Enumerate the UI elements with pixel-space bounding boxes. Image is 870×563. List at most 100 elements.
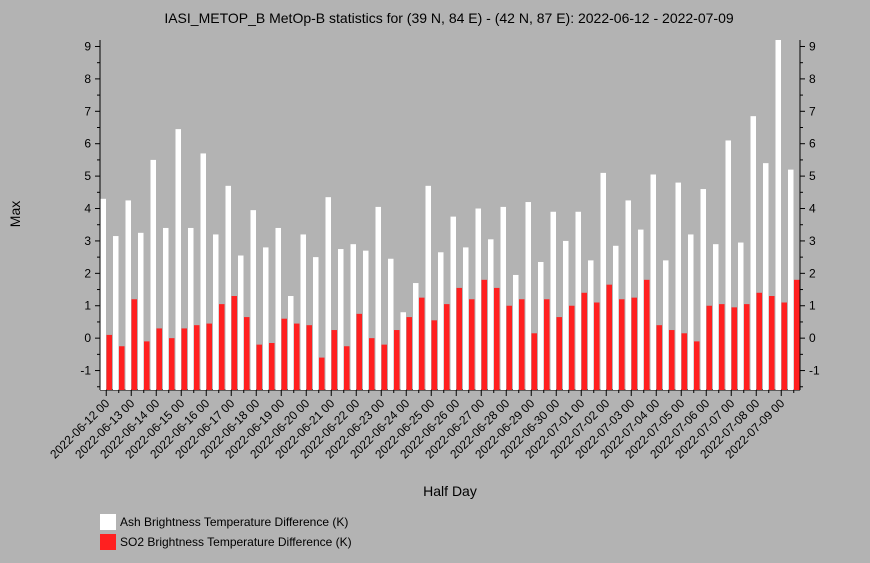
bar-so2 <box>756 292 762 390</box>
bar-so2 <box>519 299 525 390</box>
y-tick-label-left: 4 <box>84 202 91 216</box>
bar-ash <box>313 257 319 390</box>
y-tick-label-right: 1 <box>809 299 816 313</box>
bar-so2 <box>594 302 600 390</box>
y-tick-label-right: 3 <box>809 234 816 248</box>
y-tick-label-left: -1 <box>80 364 91 378</box>
bar-so2 <box>544 299 550 390</box>
legend-swatch-ash <box>100 514 116 530</box>
bar-so2 <box>619 299 625 390</box>
bar-ash <box>300 234 306 390</box>
bar-so2 <box>531 333 537 390</box>
bar-ash <box>175 129 181 391</box>
bar-ash <box>163 227 169 390</box>
y-tick-label-left: 5 <box>84 169 91 183</box>
bar-ash <box>150 159 156 390</box>
y-tick-label-right: 2 <box>809 266 816 280</box>
y-tick-label-left: 3 <box>84 234 91 248</box>
bar-ash <box>400 312 406 390</box>
bar-ash <box>675 182 681 390</box>
y-tick-label-right: 8 <box>809 72 816 86</box>
bar-so2 <box>456 287 462 390</box>
legend-swatch-so2 <box>100 534 116 550</box>
bar-ash <box>250 210 256 390</box>
bar-so2 <box>131 299 137 390</box>
bar-ash <box>575 211 581 390</box>
legend-item-ash: Ash Brightness Temperature Difference (K… <box>100 512 352 532</box>
bar-ash <box>388 258 394 390</box>
y-tick-label-right: -1 <box>809 364 820 378</box>
bar-so2 <box>319 357 325 390</box>
bar-ash <box>325 197 331 390</box>
bar-ash <box>275 227 281 390</box>
bar-ash <box>350 244 356 390</box>
bar-ash <box>450 216 456 390</box>
bar-ash <box>188 227 194 390</box>
bar-so2 <box>656 325 662 390</box>
bar-ash <box>550 211 556 390</box>
y-tick-label-right: 0 <box>809 331 816 345</box>
y-tick-label-left: 6 <box>84 137 91 151</box>
bar-so2 <box>431 320 437 390</box>
y-tick-label-left: 8 <box>84 72 91 86</box>
bar-so2 <box>794 279 800 390</box>
bar-so2 <box>369 338 375 390</box>
legend-item-so2: SO2 Brightness Temperature Difference (K… <box>100 532 352 552</box>
bar-so2 <box>119 346 125 390</box>
bar-ash <box>625 200 631 390</box>
bar-so2 <box>644 279 650 390</box>
bar-so2 <box>381 344 387 390</box>
bar-so2 <box>194 325 200 390</box>
bar-ash <box>713 244 719 390</box>
y-tick-label-left: 0 <box>84 331 91 345</box>
bar-ash <box>288 296 294 390</box>
y-tick-label-left: 9 <box>84 39 91 53</box>
chart-title: IASI_METOP_B MetOp-B statistics for (39 … <box>164 10 734 26</box>
bar-so2 <box>394 330 400 390</box>
bar-so2 <box>731 307 737 390</box>
bar-ash <box>138 232 144 390</box>
bar-so2 <box>556 317 562 390</box>
bar-ash <box>538 261 544 390</box>
bar-so2 <box>719 304 725 390</box>
bar-ash <box>775 40 781 390</box>
bar-so2 <box>506 305 512 390</box>
legend-label-so2: SO2 Brightness Temperature Difference (K… <box>120 535 352 549</box>
bar-so2 <box>419 297 425 390</box>
bar-ash <box>425 185 431 390</box>
y-tick-label-right: 5 <box>809 169 816 183</box>
bar-so2 <box>206 323 212 390</box>
bar-ash <box>700 189 706 390</box>
bar-ash <box>738 242 744 390</box>
bar-so2 <box>344 346 350 390</box>
y-tick-label-left: 1 <box>84 299 91 313</box>
bar-ash <box>513 274 519 390</box>
bar-ash <box>438 252 444 390</box>
bar-ash <box>225 185 231 390</box>
bar-ash <box>788 169 794 390</box>
bar-ash <box>213 234 219 390</box>
bar-ash <box>600 172 606 390</box>
bar-so2 <box>494 287 500 390</box>
bar-so2 <box>244 317 250 390</box>
bar-so2 <box>681 333 687 390</box>
bar-so2 <box>144 341 150 390</box>
x-axis-label: Half Day <box>423 483 477 499</box>
bar-so2 <box>231 296 237 390</box>
bar-so2 <box>469 299 475 390</box>
legend-label-ash: Ash Brightness Temperature Difference (K… <box>120 515 349 529</box>
bar-ash <box>688 234 694 390</box>
y-tick-label-right: 9 <box>809 39 816 53</box>
y-tick-label-right: 7 <box>809 104 816 118</box>
bar-so2 <box>706 305 712 390</box>
bar-so2 <box>269 343 275 390</box>
bar-so2 <box>631 297 637 390</box>
bar-ash <box>725 140 731 390</box>
bar-ash <box>750 116 756 390</box>
bar-so2 <box>181 328 187 390</box>
y-tick-label-left: 2 <box>84 266 91 280</box>
bar-ash <box>588 260 594 390</box>
bar-ash <box>525 202 531 390</box>
